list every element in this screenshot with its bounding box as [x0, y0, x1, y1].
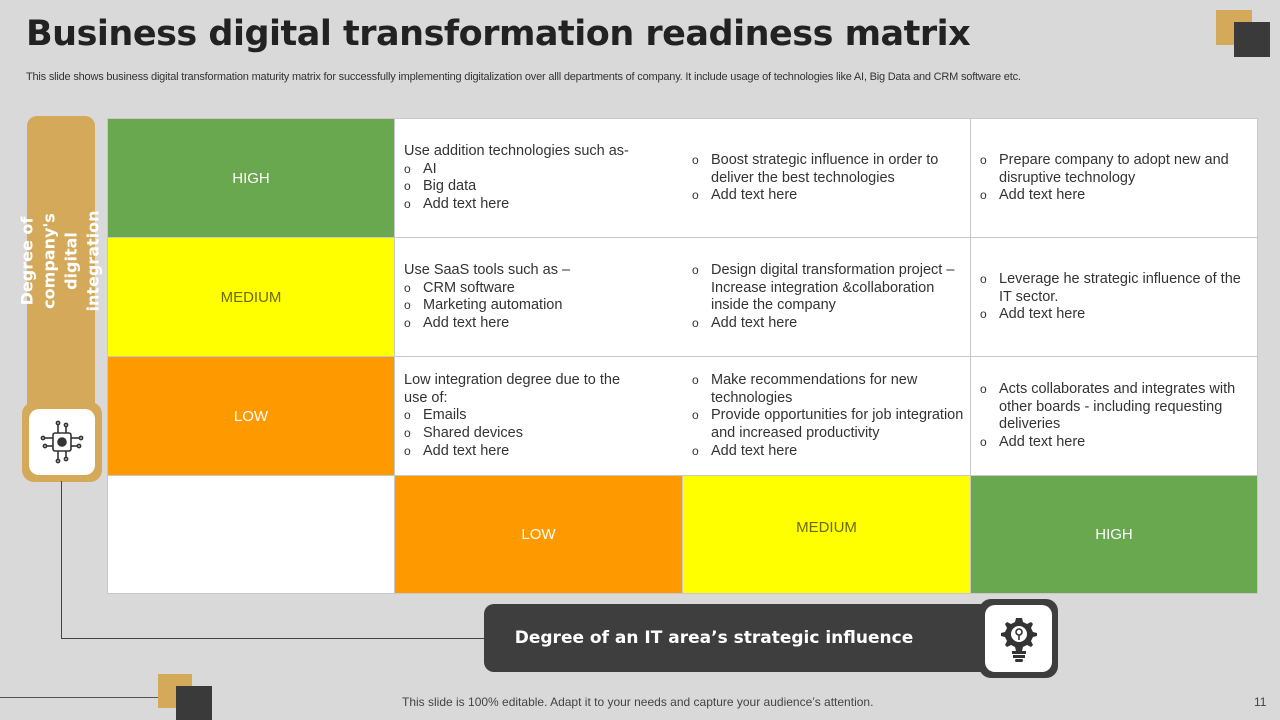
cell-high-medium: o Boost strategic influence in order to d… [692, 152, 962, 205]
matrix-cell [394, 118, 971, 238]
row-label-medium: MEDIUM [107, 237, 395, 357]
list-item: o Leverage he strategic influence of the … [980, 271, 1241, 305]
list-item: o Add text here [980, 434, 1086, 451]
row-label-high: HIGH [107, 118, 395, 238]
col-label-medium: MEDIUM [682, 475, 971, 594]
matrix-cell [394, 356, 971, 476]
slide-subtitle: This slide shows business digital transf… [26, 71, 1021, 83]
connector-line [61, 481, 62, 639]
list-item: o Add text here [692, 442, 798, 459]
row-label-low: LOW [107, 356, 395, 476]
list-item: o Emails [404, 407, 467, 424]
list-item: o Design digital transformation project –… [692, 262, 955, 314]
cell-medium-high: o Leverage he strategic influence of the … [980, 271, 1252, 324]
col-label-high: HIGH [970, 475, 1258, 594]
circuit-chip-icon [40, 420, 84, 464]
cell-low-low: Low integration degree due to the use of… [404, 372, 644, 461]
list-item: o Marketing automation [404, 297, 563, 314]
list-item: o Big data [404, 178, 477, 195]
list-item: o Prepare company to adopt new and disrup… [980, 152, 1229, 186]
decor-square-dark [1234, 22, 1270, 57]
y-axis-label-wrap: Degree of company's digital integration [18, 116, 103, 406]
cell-high-high: o Prepare company to adopt new and disrup… [980, 152, 1252, 205]
x-axis-icon-box [985, 605, 1052, 672]
page-number: 11 [1254, 695, 1267, 709]
lightbulb-gear-icon [1000, 617, 1037, 662]
list-item: o Add text here [404, 442, 510, 459]
list-item: o Shared devices [404, 425, 523, 442]
list-item: o Add text here [404, 196, 510, 213]
list-item: o Add text here [980, 187, 1086, 204]
cell-low-medium: o Make recommendations for new technologi… [692, 372, 964, 461]
y-axis-label: Degree of company's digital integration [18, 210, 103, 312]
x-axis-label: Degree of an IT area’s strategic influen… [514, 628, 914, 648]
cell-medium-medium: o Design digital transformation project –… [692, 262, 964, 333]
decor-line [0, 697, 160, 698]
list-item: o Add text here [404, 315, 510, 332]
cell-high-low: Use addition technologies such as- o AI o… [404, 143, 664, 214]
list-item: o AI [404, 160, 437, 177]
y-axis-icon-box [29, 409, 95, 475]
matrix-cell [970, 237, 1258, 357]
decor-square-dark [176, 686, 212, 720]
list-item: o Add text here [980, 306, 1086, 323]
col-label-low: LOW [394, 475, 683, 594]
list-item: o Make recommendations for new technologi… [692, 372, 918, 406]
readiness-matrix: HIGH MEDIUM LOW LOW MEDIUM HIGH Use addi… [107, 118, 1258, 594]
list-item: o Add text here [692, 187, 798, 204]
footer-note: This slide is 100% editable. Adapt it to… [402, 695, 874, 709]
matrix-cell [394, 237, 971, 357]
empty-corner-cell [107, 475, 395, 594]
list-item: o Boost strategic influence in order to d… [692, 152, 939, 186]
list-item: o Add text here [692, 315, 798, 332]
cell-low-high: o Acts collaborates and integrates with o… [980, 381, 1252, 452]
x-axis-panel: Degree of an IT area’s strategic influen… [484, 604, 1004, 672]
cell-medium-low: Use SaaS tools such as – o CRM software o… [404, 262, 664, 333]
list-item: o CRM software [404, 279, 515, 296]
matrix-cell [970, 356, 1258, 476]
list-item: o Acts collaborates and integrates with o… [980, 381, 1236, 433]
matrix-cell [970, 118, 1258, 238]
slide-title: Business digital transformation readines… [26, 14, 971, 54]
list-item: o Provide opportunities for job integrati… [692, 407, 964, 442]
connector-line [61, 638, 485, 639]
